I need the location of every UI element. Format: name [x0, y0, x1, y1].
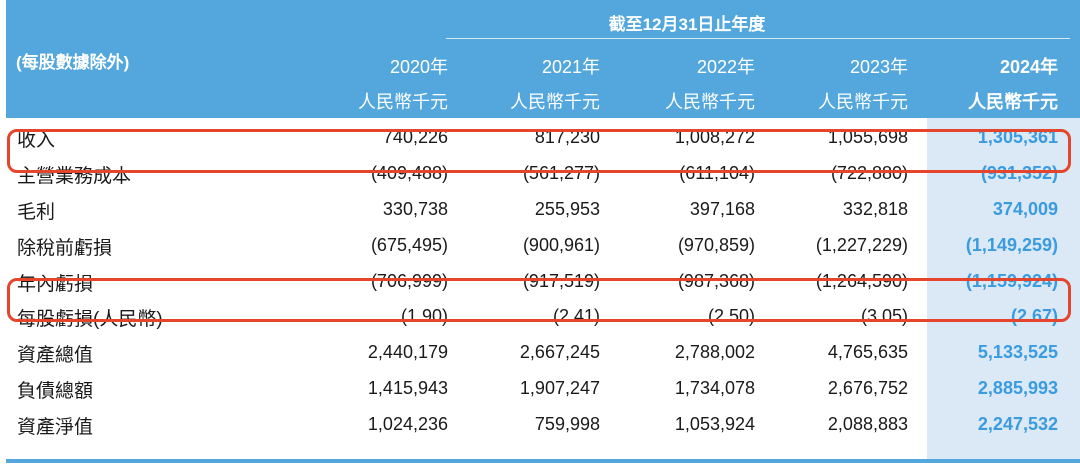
- cell-2020: 1,415,943: [367, 378, 448, 399]
- column-year: 2020年: [389, 57, 448, 77]
- cell-2021: 817,230: [534, 127, 600, 147]
- cell-2022: 1,053,924: [674, 414, 755, 435]
- cell-2023: 2,088,883: [827, 414, 908, 435]
- row-label: 負債總額: [17, 381, 94, 403]
- table-row-total-liabilities: 負債總額 1,415,943 1,907,247 1,734,078 2,676…: [0, 371, 1080, 407]
- column-year: 2022年: [696, 57, 755, 77]
- row-label: 收入: [17, 130, 56, 151]
- row-label: 除稅前虧損: [17, 237, 113, 259]
- cell-2023: 1,055,698: [827, 127, 908, 147]
- highlight-column-2024: [927, 118, 1080, 459]
- stub-heading: (每股數據除外): [16, 53, 130, 72]
- cell-2024: 5,133,525: [977, 342, 1058, 363]
- table-row-total-assets: 資產總值 2,440,179 2,667,245 2,788,002 4,765…: [0, 335, 1080, 371]
- cell-2022: 2,788,002: [674, 342, 755, 363]
- column-header-2023: 2023年 人民幣千元: [760, 50, 908, 120]
- cell-2021: 2,667,245: [519, 342, 600, 363]
- column-unit: 人民幣千元: [358, 92, 448, 112]
- cell-2024: 2,247,532: [977, 414, 1058, 435]
- row-label: 資產總值: [17, 345, 94, 367]
- cell-2023: 4,765,635: [827, 342, 908, 363]
- row-label: 毛利: [17, 201, 56, 223]
- table-row-gross-profit: 毛利 330,738 255,953 397,168 332,818 374,0…: [0, 192, 1080, 228]
- table-row-net-assets: 資產淨值 1,024,236 759,998 1,053,924 2,088,8…: [0, 407, 1080, 443]
- cell-2023: (1,227,229): [815, 234, 908, 255]
- cell-2024: 2,885,993: [977, 378, 1058, 399]
- column-year: 2023年: [849, 57, 908, 77]
- cell-2024: (1,149,259): [965, 234, 1058, 255]
- table-row-loss-before-tax: 除稅前虧損 (675,495) (900,961) (970,859) (1,2…: [0, 228, 1080, 264]
- bottom-rule: [6, 459, 1080, 463]
- cell-2020: 740,226: [382, 127, 448, 147]
- cell-2020: 2,440,179: [367, 342, 448, 363]
- cell-2024: 1,305,361: [977, 127, 1058, 147]
- cell-2020: (675,495): [370, 234, 448, 255]
- column-unit: 人民幣千元: [818, 92, 908, 112]
- cell-2020: 330,738: [382, 198, 448, 219]
- cell-2021: 1,907,247: [519, 378, 600, 399]
- column-year: 2024年: [999, 57, 1058, 77]
- table-row-revenue: 收入 740,226 817,230 1,008,272 1,055,698 1…: [0, 120, 1080, 156]
- highlight-box-revenue: [7, 129, 1071, 173]
- cell-2020: 1,024,236: [367, 414, 448, 435]
- cell-2023: 2,676,752: [827, 378, 908, 399]
- cell-2021: 255,953: [534, 198, 600, 219]
- column-unit: 人民幣千元: [968, 92, 1058, 112]
- cell-2022: 1,008,272: [674, 127, 755, 147]
- column-header-2022: 2022年 人民幣千元: [607, 50, 755, 120]
- column-year: 2021年: [541, 57, 600, 77]
- cell-2021: 759,998: [534, 414, 600, 435]
- column-unit: 人民幣千元: [510, 92, 600, 112]
- highlight-box-loss-for-year: [7, 278, 1071, 322]
- column-header-2024: 2024年 人民幣千元: [910, 50, 1058, 120]
- column-header-2021: 2021年 人民幣千元: [452, 50, 600, 120]
- cell-2022: (970,859): [677, 234, 755, 255]
- cell-2021: (900,961): [522, 234, 600, 255]
- cell-2023: 332,818: [842, 198, 908, 219]
- table-header: 截至12月31日止年度 (每股數據除外) 2020年 人民幣千元 2021年 人…: [6, 0, 1080, 118]
- cell-2022: 1,734,078: [674, 378, 755, 399]
- cell-2022: 397,168: [689, 198, 755, 219]
- row-label: 資產淨值: [17, 417, 94, 439]
- column-header-2020: 2020年 人民幣千元: [300, 50, 448, 120]
- column-unit: 人民幣千元: [665, 92, 755, 112]
- header-divider: [446, 38, 1070, 39]
- cell-2024: 374,009: [992, 198, 1058, 219]
- period-heading: 截至12月31日止年度: [608, 15, 766, 34]
